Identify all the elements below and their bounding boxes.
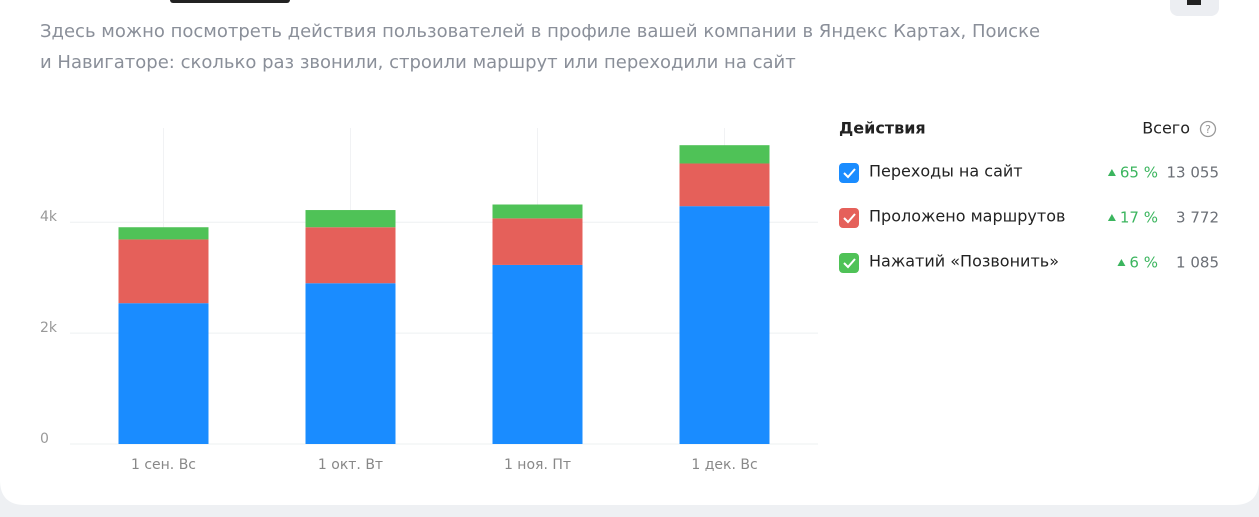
change-value: 17 %	[1120, 209, 1158, 227]
bar-segment	[305, 227, 396, 284]
change-arrow	[1107, 214, 1116, 221]
legend-title: Действия	[839, 119, 926, 138]
y-tick-label: 4k	[40, 209, 58, 225]
legend-label: Нажатий «Позвонить»	[869, 252, 1059, 271]
bar-segment	[679, 163, 770, 207]
x-tick-label: 1 окт. Вт	[318, 457, 383, 473]
y-tick-label: 0	[40, 431, 49, 447]
change-value: 6 %	[1129, 254, 1158, 272]
check-icon	[843, 168, 856, 179]
bar-segment	[492, 264, 583, 444]
bar-segment	[118, 303, 209, 444]
bar-segment	[118, 227, 209, 240]
help-mark: ?	[1205, 123, 1211, 136]
legend-checkbox[interactable]	[839, 208, 859, 228]
bar-segment	[305, 283, 396, 444]
y-tick-label: 2k	[40, 320, 58, 336]
check-icon	[843, 213, 856, 224]
total-value: 3 772	[1176, 209, 1219, 227]
total-value: 13 055	[1167, 164, 1220, 182]
total-value: 1 085	[1176, 254, 1219, 272]
x-tick-label: 1 сен. Вс	[131, 457, 196, 473]
change-arrow	[1107, 169, 1116, 176]
legend-checkbox[interactable]	[839, 253, 859, 273]
change-value: 65 %	[1120, 164, 1158, 182]
menu-button[interactable]	[1170, 0, 1219, 16]
legend-label: Переходы на сайт	[869, 162, 1023, 181]
bar-segment	[305, 210, 396, 228]
legend-checkbox[interactable]	[839, 163, 859, 183]
menu-icon	[1187, 0, 1201, 5]
bar-segment	[118, 239, 209, 304]
check-icon	[843, 258, 856, 269]
x-tick-label: 1 ноя. Пт	[504, 457, 571, 473]
help-icon[interactable]	[1199, 120, 1217, 138]
cut-title	[170, 0, 290, 3]
bar-segment	[679, 206, 770, 444]
x-tick-label: 1 дек. Вс	[691, 457, 757, 473]
change-arrow	[1117, 259, 1126, 266]
bar-segment	[492, 204, 583, 219]
legend: Переходы на сайт 65 % 13 055 Проложено марш…	[839, 162, 1220, 273]
legend-label: Проложено маршрутов	[869, 207, 1065, 226]
bar-segment	[679, 145, 770, 164]
description: и Навигаторе: сколько раз звонили, строи…	[40, 52, 796, 73]
chart: 0 2k 4k 1 сен. Вс 1 окт. Вт 1 ноя. Пт 1 дек. В…	[40, 128, 818, 473]
bar-segment	[492, 218, 583, 265]
legend-total-header: Всего	[1142, 119, 1190, 138]
description: Здесь можно посмотреть действия пользова…	[40, 21, 1040, 42]
